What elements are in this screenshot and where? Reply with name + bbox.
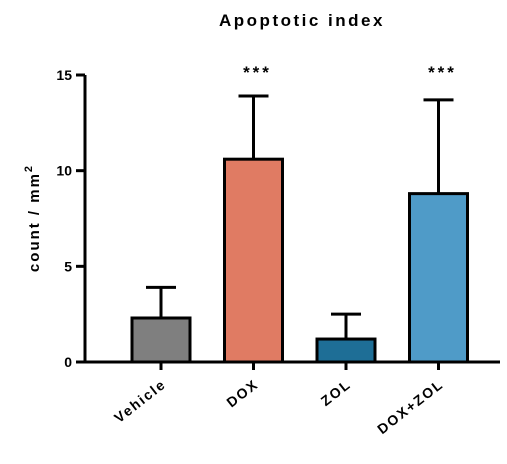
significance-label-dox-zol: *** <box>428 63 457 82</box>
y-axis-label-superscript: 2 <box>23 164 35 172</box>
error-bars-layer <box>146 94 454 340</box>
y-tick-label-10: 10 <box>56 163 72 179</box>
y-axis-label: count / mm2 <box>23 164 43 272</box>
x-tick-label-vehicle: Vehicle <box>111 376 169 426</box>
bar-zol <box>315 337 377 364</box>
y-tick-label-15: 15 <box>56 67 72 83</box>
bar-dox-zol <box>408 192 469 364</box>
axes-layer <box>76 73 500 370</box>
y-tick-label-0: 0 <box>64 354 72 370</box>
y-tick-label-5: 5 <box>64 258 72 274</box>
bar-dox <box>223 157 284 364</box>
chart-title: Apoptotic index <box>219 11 385 30</box>
bars-layer <box>130 157 469 364</box>
significance-label-dox: *** <box>243 63 272 82</box>
x-tick-label-dox: DOX <box>223 376 261 411</box>
x-tick-label-dox-zol: DOX+ZOL <box>374 376 446 437</box>
svg-text:count / mm2: count / mm2 <box>23 164 43 272</box>
bar-vehicle <box>130 316 192 364</box>
x-tick-label-zol: ZOL <box>318 376 354 409</box>
y-axis-label-text: count / mm <box>26 172 43 272</box>
